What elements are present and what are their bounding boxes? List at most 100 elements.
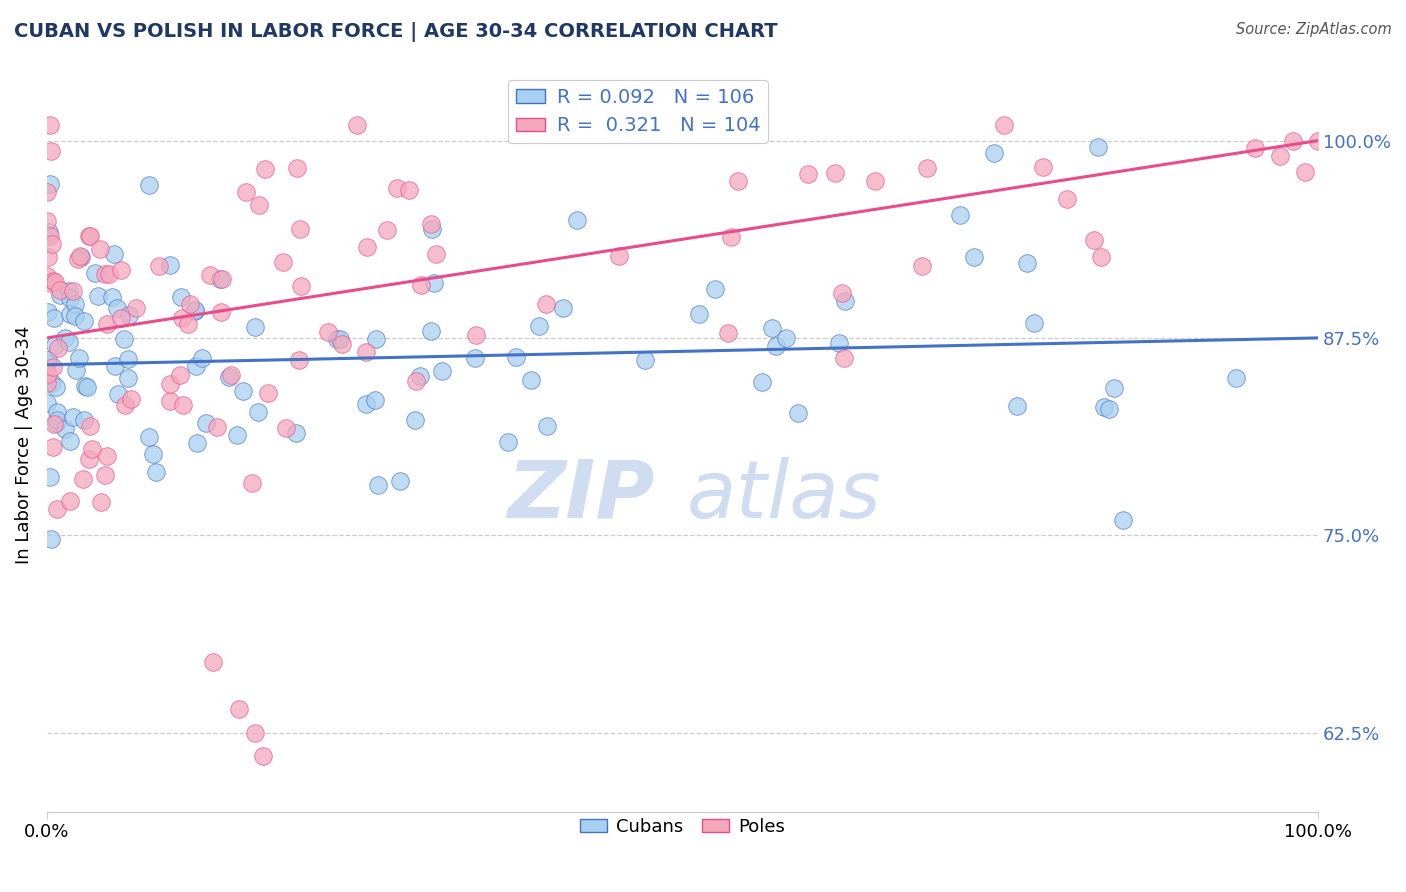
Point [120,392,142,407]
Point [1294,165,1316,179]
Point [963,251,986,265]
Point [247,405,270,419]
Point [184,359,207,373]
Point [62,284,84,298]
Point [765,339,787,353]
Point [100,290,122,304]
Point [1243,141,1265,155]
Point [58,284,80,298]
Point [202,655,225,669]
Point [983,146,1005,161]
Point [1090,250,1112,264]
Point [44,338,66,352]
Point [209,305,232,319]
Point [159,394,181,409]
Point [45,417,67,431]
Point [917,161,939,176]
Point [329,332,352,346]
Y-axis label: In Labor Force | Age 30-34: In Labor Force | Age 30-34 [15,326,32,564]
Point [366,332,388,346]
Point [46,502,69,516]
Point [96,317,118,331]
Point [527,319,550,334]
Point [228,702,250,716]
Point [76,380,98,394]
Point [385,181,408,195]
Point [125,301,148,316]
Point [285,161,308,176]
Text: atlas: atlas [688,457,882,535]
Point [551,301,574,316]
Point [240,476,263,491]
Point [42,359,65,374]
Text: Source: ZipAtlas.com: Source: ZipAtlas.com [1236,22,1392,37]
Point [1112,514,1135,528]
Point [112,332,135,346]
Point [35,269,58,284]
Point [727,174,749,188]
Legend: Cubans, Poles: Cubans, Poles [574,811,792,843]
Point [375,223,398,237]
Point [190,351,212,365]
Point [105,301,128,315]
Point [117,351,139,366]
Point [330,337,353,351]
Point [38,178,60,192]
Point [505,350,527,364]
Point [316,325,339,339]
Point [53,331,76,345]
Point [45,380,67,394]
Point [87,289,110,303]
Point [404,413,426,427]
Point [37,368,59,382]
Point [46,405,69,419]
Point [326,332,349,346]
Point [420,222,443,236]
Point [205,419,228,434]
Point [607,250,630,264]
Point [1056,193,1078,207]
Point [1308,134,1330,148]
Point [37,250,59,264]
Point [1022,316,1045,330]
Point [247,198,270,212]
Point [288,353,311,368]
Point [70,251,93,265]
Point [42,311,65,326]
Point [172,398,194,412]
Point [49,283,72,297]
Point [72,472,94,486]
Point [284,426,307,441]
Text: ZIP: ZIP [508,457,655,535]
Point [634,353,657,368]
Point [37,185,59,199]
Point [59,434,82,448]
Point [110,262,132,277]
Point [39,228,62,243]
Point [221,368,243,383]
Point [949,208,972,222]
Point [42,417,65,431]
Point [69,249,91,263]
Point [276,420,298,434]
Point [58,291,80,305]
Point [346,118,368,132]
Point [464,351,486,365]
Point [79,228,101,243]
Point [46,341,69,355]
Point [65,363,87,377]
Point [138,178,160,192]
Point [46,413,69,427]
Point [90,495,112,509]
Point [1083,233,1105,247]
Point [534,297,557,311]
Point [42,440,65,454]
Point [35,396,58,410]
Point [142,446,165,460]
Point [37,214,59,228]
Point [464,327,486,342]
Point [145,465,167,479]
Point [38,276,60,290]
Point [225,428,247,442]
Point [94,467,117,482]
